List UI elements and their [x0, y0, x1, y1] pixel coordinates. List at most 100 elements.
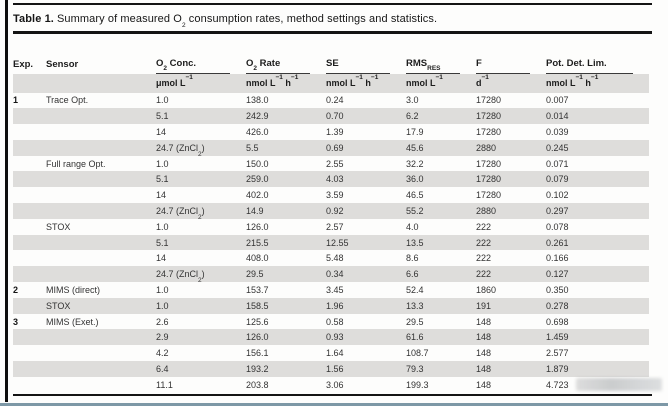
cell-pdl: 0.261: [546, 234, 649, 251]
cell-conc: 4.2: [156, 348, 169, 359]
cell-exp: [13, 139, 46, 156]
cell-se: 0.92: [326, 203, 406, 219]
cell-pdl: 1.459: [546, 329, 649, 346]
cell-pdl: 4.723: [546, 379, 569, 390]
table-row: 5.1 242.9 0.70 6.2 17280 0.014: [13, 108, 649, 125]
cell-pdl: 0.014: [546, 108, 649, 125]
cell-f: 148: [476, 361, 546, 377]
cell-sensor: [46, 108, 156, 125]
cell-f: 191: [476, 297, 546, 314]
table-row: STOX 1.0 158.5 1.96 13.3 191 0.278: [13, 297, 649, 314]
cell-f: 2880: [476, 139, 546, 156]
cell-rms: 108.7: [406, 348, 429, 359]
cell-rate: 138.0: [246, 95, 269, 106]
table-row: 14 402.0 3.59 46.5 17280 0.102: [13, 187, 649, 203]
cell-pdl: 0.127: [546, 266, 649, 283]
cell-rate: 126.0: [246, 221, 269, 232]
cell-se: 1.64: [326, 348, 344, 359]
cell-rate: 14.9: [246, 203, 326, 219]
unit-sensor: [46, 73, 156, 93]
cell-rate: 150.0: [246, 158, 269, 169]
cell-pdl: 0.071: [546, 158, 569, 169]
cell-se: 0.70: [326, 108, 406, 125]
cell-pdl: 0.166: [546, 253, 569, 264]
header-row: Exp. Sensor O2 Conc. O2 Rate SE RMSRES F Pot. D…: [13, 34, 649, 74]
cell-exp: [13, 345, 46, 361]
cell-f: 222: [476, 266, 546, 283]
table-row: 3 MIMS (Exet.) 2.6 125.6 0.58 29.5 148 0.698: [13, 314, 649, 330]
table-row: STOX 1.0 126.0 2.57 4.0 222 0.078: [13, 219, 649, 235]
cell-rate: 408.0: [246, 253, 269, 264]
cell-rms: 55.2: [406, 203, 476, 219]
cell-f: 148: [476, 379, 492, 390]
unit-exp: [13, 73, 46, 93]
col-header-exp: Exp.: [13, 58, 34, 70]
cell-rate: 125.6: [246, 316, 269, 327]
table-row: 14 426.0 1.39 17.9 17280 0.039: [13, 124, 649, 140]
cell-conc: 24.7 (ZnCl2): [156, 139, 246, 156]
top-rule: [13, 3, 652, 5]
cell-sensor: [46, 250, 156, 266]
cell-se: 3.45: [326, 284, 344, 295]
cell-exp: [13, 219, 46, 235]
cell-exp: [13, 266, 46, 283]
cell-se: 12.55: [326, 234, 406, 251]
cell-f: 17280: [476, 158, 502, 169]
unit-rms-res: nmol L−1: [406, 73, 476, 93]
cell-f: 222: [476, 253, 492, 264]
cell-rms: 3.0: [406, 95, 419, 106]
cell-rate: 193.2: [246, 361, 326, 377]
col-header-rms-res: RMSRES: [406, 34, 476, 74]
cell-conc: 14: [156, 190, 167, 201]
cell-sensor: Full range Opt.: [46, 158, 106, 169]
cell-sensor: STOX: [46, 297, 156, 314]
table-row: 6.4 193.2 1.56 79.3 148 1.879: [13, 361, 649, 377]
cell-se: 5.48: [326, 253, 344, 264]
cell-exp: [13, 124, 46, 140]
cell-sensor: [46, 329, 156, 346]
cell-conc: 1.0: [156, 95, 169, 106]
cell-pdl: 0.079: [546, 171, 649, 188]
cell-rate: 402.0: [246, 190, 269, 201]
left-border-rule: [5, 0, 8, 402]
cell-se: 0.69: [326, 139, 406, 156]
cell-f: 1860: [476, 284, 497, 295]
cell-rms: 29.5: [406, 316, 424, 327]
cell-rate: 126.0: [246, 329, 326, 346]
table-row: 5.1 259.0 4.03 36.0 17280 0.079: [13, 171, 649, 188]
table-row: Full range Opt. 1.0 150.0 2.55 32.2 17280 0.07…: [13, 156, 649, 172]
cell-sensor: [46, 345, 156, 361]
cell-exp: [13, 234, 46, 251]
cell-rms: 199.3: [406, 379, 429, 390]
cell-pdl: 0.350: [546, 284, 569, 295]
unit-pot-det-lim: nmol L−1 h−1: [546, 73, 649, 93]
cell-rate: 426.0: [246, 126, 269, 137]
cell-f: 2880: [476, 203, 546, 219]
cell-exp: 1: [13, 95, 19, 106]
cell-rate: 29.5: [246, 266, 326, 283]
watermark-artifact: [576, 378, 662, 391]
table-title: Table 1. Summary of measured O2 consumpti…: [13, 13, 652, 29]
table-row: 2.9 126.0 0.93 61.6 148 1.459: [13, 329, 649, 346]
cell-rms: 36.0: [406, 171, 476, 188]
cell-f: 17280: [476, 190, 502, 201]
cell-rms: 79.3: [406, 361, 476, 377]
cell-rate: 5.5: [246, 139, 326, 156]
cell-exp: 2: [13, 284, 19, 295]
cell-sensor: [46, 234, 156, 251]
cell-sensor: [46, 361, 156, 377]
cell-rms: 45.6: [406, 139, 476, 156]
table-bottom-rule: [13, 393, 652, 397]
cell-rate: 158.5: [246, 297, 326, 314]
cell-conc: 5.1: [156, 108, 246, 125]
table-row: 24.7 (ZnCl2) 14.9 0.92 55.2 2880 0.297: [13, 203, 649, 219]
cell-rate: 156.1: [246, 348, 269, 359]
cell-exp: [13, 156, 46, 172]
cell-pdl: 0.078: [546, 221, 569, 232]
cell-conc: 2.6: [156, 316, 169, 327]
unit-f: d−1: [476, 73, 546, 93]
cell-se: 0.93: [326, 329, 406, 346]
cell-se: 0.24: [326, 95, 344, 106]
cell-rms: 17.9: [406, 126, 424, 137]
unit-se: nmol L−1 h−1: [326, 73, 406, 93]
